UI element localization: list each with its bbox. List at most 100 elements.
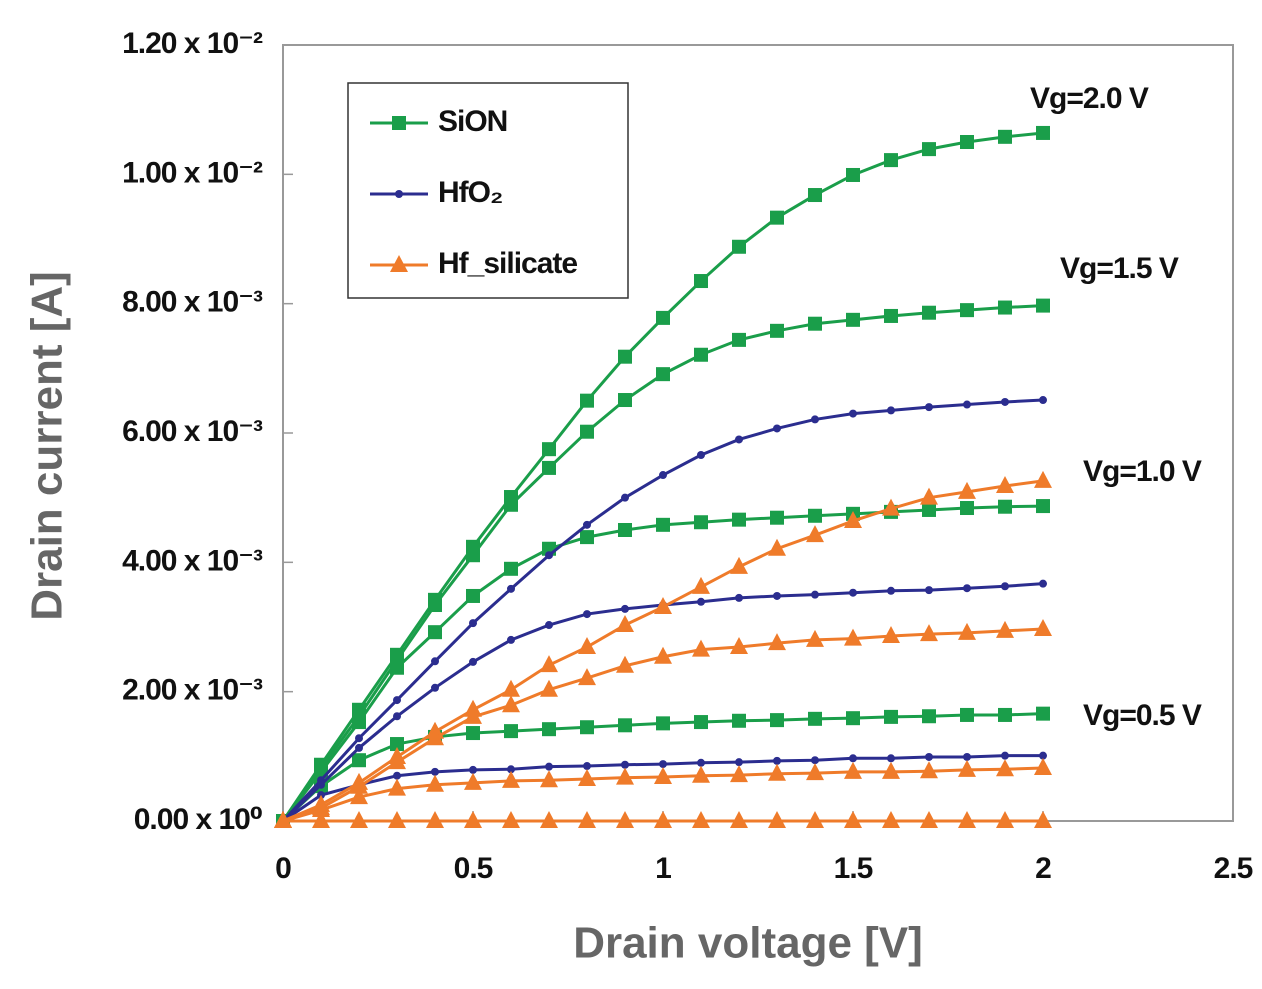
data-point xyxy=(692,576,710,594)
data-point xyxy=(773,591,781,600)
data-point xyxy=(922,502,936,517)
data-point xyxy=(849,588,857,597)
data-point xyxy=(540,811,558,828)
data-point xyxy=(469,765,477,774)
data-point xyxy=(312,811,330,828)
data-point xyxy=(507,635,515,644)
legend-label: HfO₂ xyxy=(438,176,502,209)
data-point xyxy=(887,754,895,763)
data-point xyxy=(504,497,518,512)
data-point xyxy=(545,621,553,630)
data-point xyxy=(732,239,746,254)
data-point xyxy=(659,760,667,769)
data-point xyxy=(350,776,368,794)
data-point xyxy=(274,811,292,828)
data-point xyxy=(732,713,746,728)
annotation: Vg=2.0 V xyxy=(1030,82,1149,115)
data-point xyxy=(618,523,632,537)
data-point xyxy=(431,657,439,666)
data-point xyxy=(350,787,368,805)
data-point xyxy=(390,660,404,675)
y-tick-label: 6.00 x 10⁻³ xyxy=(122,415,263,448)
data-point xyxy=(466,548,480,563)
data-point xyxy=(540,770,558,788)
data-point xyxy=(844,811,862,828)
data-point xyxy=(887,586,895,595)
data-point xyxy=(882,498,900,516)
data-point xyxy=(545,762,553,771)
data-point xyxy=(659,471,667,480)
data-point xyxy=(920,624,938,642)
data-point xyxy=(811,415,819,424)
data-point xyxy=(428,625,442,640)
data-point xyxy=(806,763,824,781)
data-point xyxy=(694,715,708,730)
data-point xyxy=(884,308,898,323)
data-point xyxy=(545,551,553,560)
data-point xyxy=(960,303,974,318)
data-point xyxy=(578,637,596,655)
data-point xyxy=(730,637,748,655)
data-point xyxy=(1039,396,1047,405)
data-point xyxy=(1036,298,1050,313)
data-point xyxy=(388,778,406,796)
data-point xyxy=(996,811,1014,828)
y-axis-title: Drain current [A] xyxy=(23,271,72,621)
data-point xyxy=(469,619,477,628)
data-point xyxy=(393,771,401,780)
data-point xyxy=(692,811,710,828)
data-point xyxy=(502,695,520,713)
data-point xyxy=(428,598,442,613)
data-point xyxy=(811,590,819,599)
data-point xyxy=(958,759,976,777)
data-point xyxy=(998,707,1012,722)
data-point xyxy=(922,709,936,724)
data-point xyxy=(920,487,938,505)
data-point xyxy=(656,367,670,382)
data-point xyxy=(464,811,482,828)
data-point xyxy=(312,800,330,818)
data-point xyxy=(768,811,786,828)
legend-label: Hf_silicate xyxy=(438,247,577,280)
data-point xyxy=(355,743,363,752)
data-point xyxy=(844,628,862,646)
data-point xyxy=(887,406,895,415)
y-tick-label: 2.00 x 10⁻³ xyxy=(122,674,263,707)
data-point xyxy=(352,753,366,768)
annotation: Vg=0.5 V xyxy=(1083,699,1202,732)
data-point xyxy=(426,811,444,828)
data-point xyxy=(431,683,439,692)
legend-label: SiON xyxy=(438,105,507,138)
legend-marker xyxy=(392,116,406,130)
data-point xyxy=(996,620,1014,638)
data-point xyxy=(770,713,784,728)
data-point xyxy=(656,716,670,731)
data-point xyxy=(583,520,591,529)
data-point xyxy=(806,525,824,543)
data-point xyxy=(540,679,558,697)
data-point xyxy=(621,760,629,769)
data-point xyxy=(393,712,401,721)
data-point xyxy=(654,811,672,828)
data-point xyxy=(469,657,477,666)
data-point xyxy=(466,588,480,603)
data-point xyxy=(730,765,748,783)
data-point xyxy=(846,312,860,327)
data-point xyxy=(540,655,558,673)
data-point xyxy=(770,323,784,338)
data-point xyxy=(808,711,822,726)
data-point xyxy=(352,715,366,730)
data-point xyxy=(621,493,629,502)
data-point xyxy=(925,752,933,761)
data-point xyxy=(542,460,556,475)
data-point xyxy=(692,765,710,783)
data-point xyxy=(616,655,634,673)
data-point xyxy=(735,593,743,602)
data-point xyxy=(504,724,518,739)
data-point xyxy=(1034,618,1052,636)
data-point xyxy=(542,442,556,457)
data-point xyxy=(697,597,705,606)
data-point xyxy=(808,316,822,331)
data-point xyxy=(542,722,556,737)
